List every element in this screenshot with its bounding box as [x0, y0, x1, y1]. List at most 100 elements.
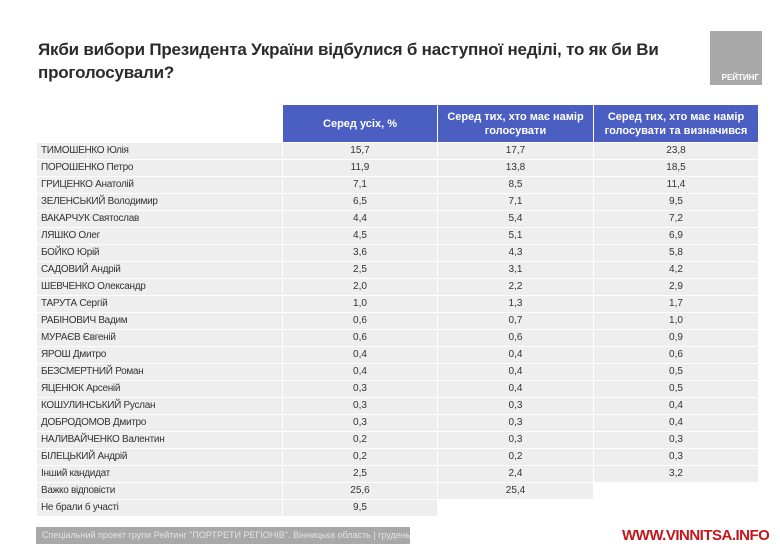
candidate-name: КОШУЛИНСЬКИЙ Руслан: [37, 398, 282, 414]
value-all: 0,3: [283, 381, 437, 397]
value-all: 9,5: [283, 500, 437, 516]
value-intend: 0,3: [438, 415, 593, 431]
value-decided: 9,5: [594, 194, 758, 210]
header-decided: Серед тих, хто має намір голосувати та в…: [594, 105, 758, 142]
table-row: ШЕВЧЕНКО Олександр 2,0 2,2 2,9: [37, 279, 758, 295]
page-title: Якби вибори Президента України відбулися…: [38, 40, 659, 82]
table-row: ТАРУТА Сергій 1,0 1,3 1,7: [37, 296, 758, 312]
table-row: БЕЗСМЕРТНИЙ Роман 0,4 0,4 0,5: [37, 364, 758, 380]
value-intend: 13,8: [438, 160, 593, 176]
value-all: 15,7: [283, 143, 437, 159]
value-decided: 11,4: [594, 177, 758, 193]
candidate-name: ДОБРОДОМОВ Дмитро: [37, 415, 282, 431]
table-row: Не брали б участі 9,5: [37, 500, 758, 516]
candidate-name: ГРИЦЕНКО Анатолій: [37, 177, 282, 193]
value-intend: 3,1: [438, 262, 593, 278]
value-all: 6,5: [283, 194, 437, 210]
footer-source: Спеціальний проект групи Рейтинг "ПОРТРЕ…: [36, 527, 410, 544]
table-row: ЗЕЛЕНСЬКИЙ Володимир 6,5 7,1 9,5: [37, 194, 758, 210]
value-intend: 0,4: [438, 347, 593, 363]
value-decided: 0,5: [594, 381, 758, 397]
value-intend: 1,3: [438, 296, 593, 312]
candidate-name: НАЛИВАЙЧЕНКО Валентин: [37, 432, 282, 448]
value-all: 0,6: [283, 313, 437, 329]
value-intend: 5,4: [438, 211, 593, 227]
value-decided: 4,2: [594, 262, 758, 278]
value-decided: [594, 483, 758, 499]
candidate-name: ЯРОШ Дмитро: [37, 347, 282, 363]
value-intend: 25,4: [438, 483, 593, 499]
value-decided: 0,4: [594, 415, 758, 431]
candidate-name: Не брали б участі: [37, 500, 282, 516]
value-decided: 1,7: [594, 296, 758, 312]
value-decided: 2,9: [594, 279, 758, 295]
value-decided: 18,5: [594, 160, 758, 176]
candidate-name: ТИМОШЕНКО Юлія: [37, 143, 282, 159]
candidate-name: БІЛЕЦЬКИЙ Андрій: [37, 449, 282, 465]
table-row: ЛЯШКО Олег 4,5 5,1 6,9: [37, 228, 758, 244]
candidate-name: БЕЗСМЕРТНИЙ Роман: [37, 364, 282, 380]
value-decided: 0,6: [594, 347, 758, 363]
value-all: 1,0: [283, 296, 437, 312]
value-intend: 8,5: [438, 177, 593, 193]
candidate-name: РАБІНОВИЧ Вадим: [37, 313, 282, 329]
poll-results-table: Серед усіх, % Серед тих, хто має намір г…: [36, 104, 759, 517]
candidate-name: Інший кандидат: [37, 466, 282, 482]
table-row: ТИМОШЕНКО Юлія 15,7 17,7 23,8: [37, 143, 758, 159]
header-intend: Серед тих, хто має намір голосувати: [438, 105, 593, 142]
logo-text: РЕЙТИНГ: [721, 73, 759, 82]
table-row: ГРИЦЕНКО Анатолій 7,1 8,5 11,4: [37, 177, 758, 193]
value-intend: 2,2: [438, 279, 593, 295]
table-row: МУРАЄВ Євгеній 0,6 0,6 0,9: [37, 330, 758, 346]
table-row: ЯРОШ Дмитро 0,4 0,4 0,6: [37, 347, 758, 363]
value-intend: 0,6: [438, 330, 593, 346]
value-intend: 0,4: [438, 364, 593, 380]
table-row: ЯЦЕНЮК Арсеній 0,3 0,4 0,5: [37, 381, 758, 397]
value-intend: [438, 500, 593, 516]
value-decided: 1,0: [594, 313, 758, 329]
value-all: 4,5: [283, 228, 437, 244]
value-all: 0,2: [283, 432, 437, 448]
value-intend: 0,2: [438, 449, 593, 465]
candidate-name: Важко відповісти: [37, 483, 282, 499]
value-all: 4,4: [283, 211, 437, 227]
table-row: ДОБРОДОМОВ Дмитро 0,3 0,3 0,4: [37, 415, 758, 431]
value-all: 0,6: [283, 330, 437, 346]
candidate-name: САДОВИЙ Андрій: [37, 262, 282, 278]
candidate-name: ЯЦЕНЮК Арсеній: [37, 381, 282, 397]
candidate-name: МУРАЄВ Євгеній: [37, 330, 282, 346]
value-all: 3,6: [283, 245, 437, 261]
table-row: Інший кандидат 2,5 2,4 3,2: [37, 466, 758, 482]
candidate-name: ВАКАРЧУК Святослав: [37, 211, 282, 227]
value-decided: 5,8: [594, 245, 758, 261]
table-row: БІЛЕЦЬКИЙ Андрій 0,2 0,2 0,3: [37, 449, 758, 465]
table-row: КОШУЛИНСЬКИЙ Руслан 0,3 0,3 0,4: [37, 398, 758, 414]
value-intend: 0,7: [438, 313, 593, 329]
value-all: 0,4: [283, 364, 437, 380]
value-decided: 6,9: [594, 228, 758, 244]
header-all: Серед усіх, %: [283, 105, 437, 142]
candidate-name: ЛЯШКО Олег: [37, 228, 282, 244]
value-intend: 5,1: [438, 228, 593, 244]
watermark: WWW.VINNITSA.INFO: [622, 527, 770, 544]
value-decided: 3,2: [594, 466, 758, 482]
value-intend: 7,1: [438, 194, 593, 210]
value-decided: 0,3: [594, 449, 758, 465]
table-header-row: Серед усіх, % Серед тих, хто має намір г…: [37, 105, 758, 142]
candidate-name: ТАРУТА Сергій: [37, 296, 282, 312]
value-intend: 0,3: [438, 432, 593, 448]
value-all: 0,4: [283, 347, 437, 363]
value-all: 2,5: [283, 466, 437, 482]
table-row: ПОРОШЕНКО Петро 11,9 13,8 18,5: [37, 160, 758, 176]
value-intend: 0,4: [438, 381, 593, 397]
value-all: 2,0: [283, 279, 437, 295]
table-row: САДОВИЙ Андрій 2,5 3,1 4,2: [37, 262, 758, 278]
table-row: ВАКАРЧУК Святослав 4,4 5,4 7,2: [37, 211, 758, 227]
candidate-name: ШЕВЧЕНКО Олександр: [37, 279, 282, 295]
value-decided: 0,5: [594, 364, 758, 380]
value-decided: 0,3: [594, 432, 758, 448]
candidate-name: ЗЕЛЕНСЬКИЙ Володимир: [37, 194, 282, 210]
value-all: 0,2: [283, 449, 437, 465]
value-decided: 23,8: [594, 143, 758, 159]
header-blank: [37, 105, 282, 142]
